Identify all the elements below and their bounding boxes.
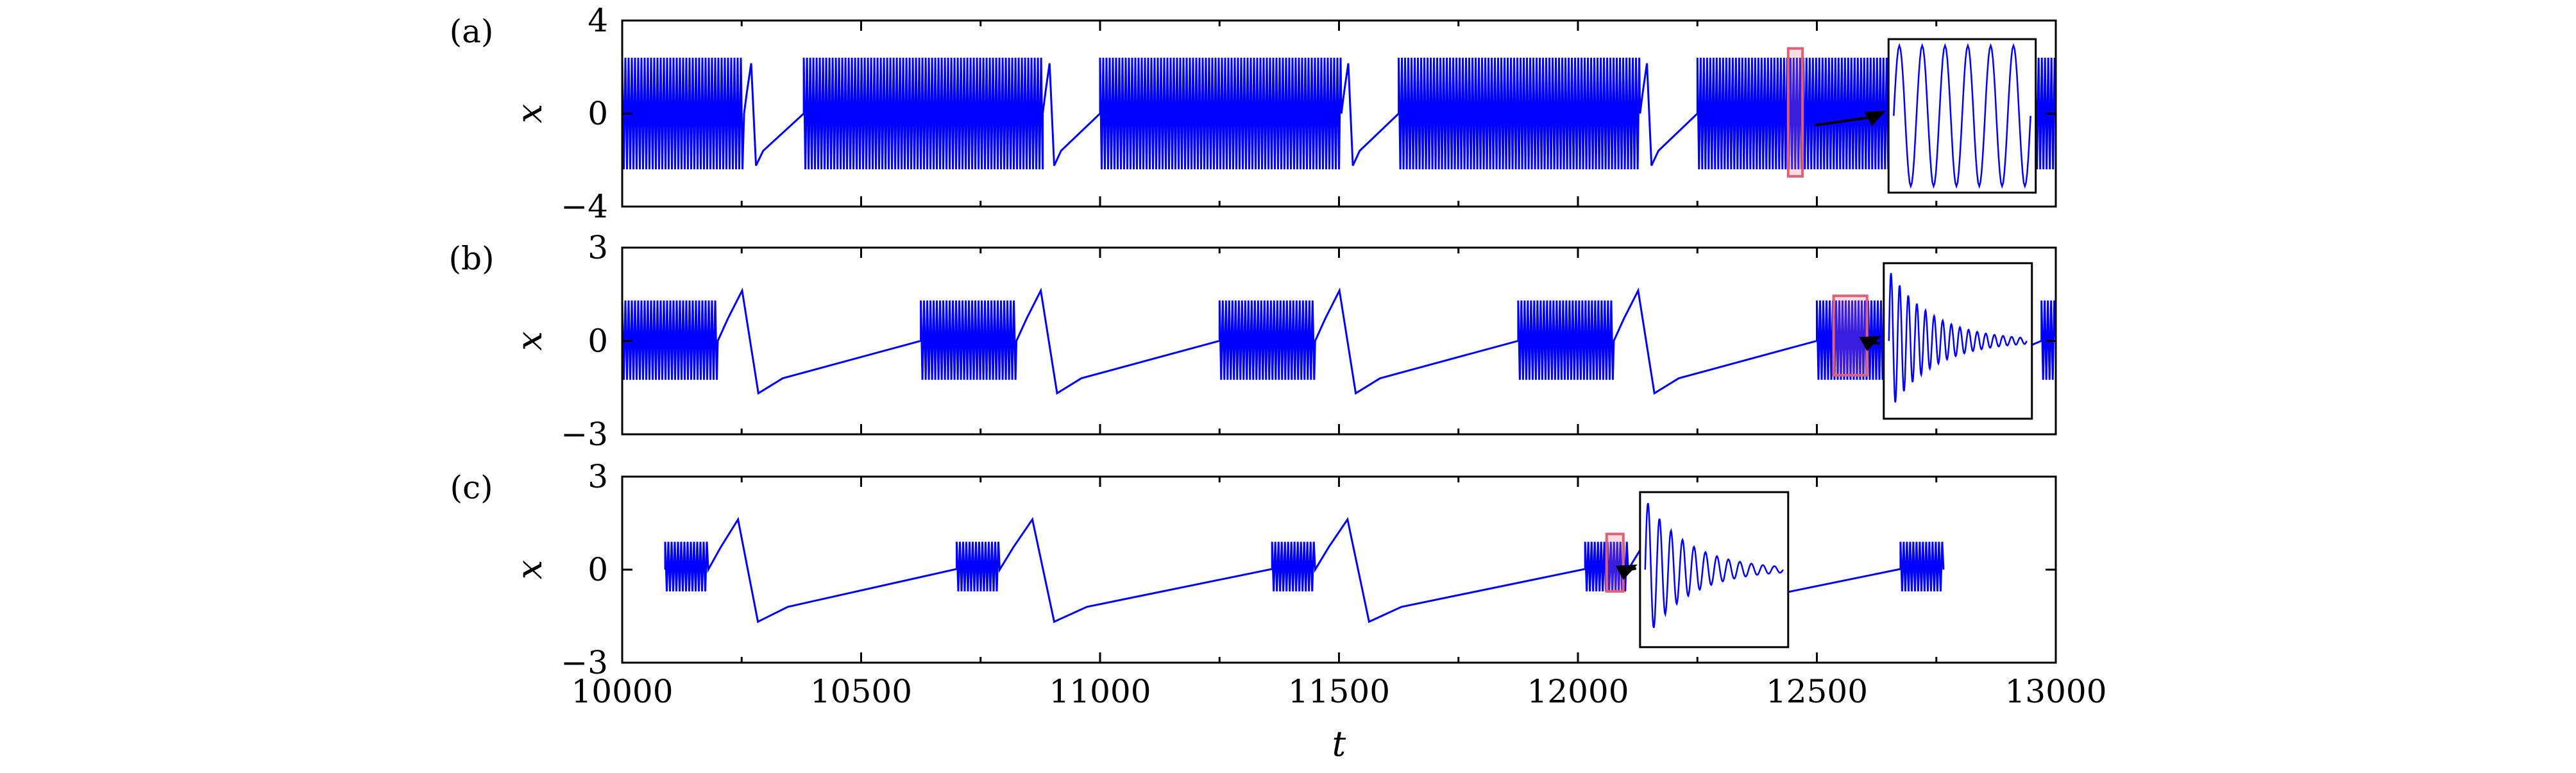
- x-tick-label-c-10500: 10500: [810, 673, 912, 710]
- inset-series-line-a: [1893, 42, 2031, 189]
- inset-series-line-c: [1644, 503, 1784, 629]
- x-tick-label-c-13000: 13000: [2004, 673, 2106, 710]
- y-tick-label-a-2: −4: [561, 188, 608, 225]
- arrow-head-c: [1615, 565, 1638, 580]
- series-line-c: [664, 516, 1945, 624]
- panel-label-c: (c): [450, 469, 493, 506]
- y-tick-label-c-2: −3: [561, 644, 608, 681]
- x-tick-label-c-11500: 11500: [1288, 673, 1390, 710]
- panel-label-a: (a): [450, 13, 494, 50]
- panel-b: 3 0 −3 x (b): [448, 229, 2057, 453]
- x-tick-label-c-12000: 12000: [1527, 673, 1629, 710]
- y-axis-label-c: x: [509, 560, 550, 579]
- arrow-head-b: [1859, 336, 1881, 352]
- x-tick-label-c-12500: 12500: [1766, 673, 1868, 710]
- x-tick-label-c-10000: 10000: [571, 673, 673, 710]
- y-tick-label-a-0: 4: [588, 2, 608, 39]
- axes-frame-c: [621, 475, 2057, 664]
- series-line-a: [622, 57, 2056, 170]
- panel-label-b: (b): [448, 240, 494, 277]
- arrow-line-a: [1815, 115, 1872, 127]
- highlight-box-c: [1605, 532, 1625, 593]
- y-tick-label-c-0: 3: [588, 458, 608, 495]
- y-tick-label-b-1: 0: [588, 323, 608, 360]
- inset-series-line-b: [1888, 273, 2028, 403]
- x-axis-label-c: t: [1332, 724, 1346, 764]
- x-tick-label-c-11000: 11000: [1049, 673, 1151, 710]
- y-axis-label-a: x: [509, 104, 550, 123]
- series-line-b: [622, 287, 2056, 396]
- panel-c: 10000 10500 11000 11500 12000 12500 13000 3 0 −3 x…: [450, 458, 2106, 764]
- y-tick-label-b-0: 3: [588, 229, 608, 266]
- arrow-head-a: [1864, 110, 1886, 126]
- highlight-box-a: [1786, 47, 1804, 178]
- panel-a: 4 0 −4 x (a): [450, 2, 2057, 225]
- y-tick-label-b-2: −3: [561, 416, 608, 453]
- y-tick-label-c-1: 0: [588, 551, 608, 588]
- y-tick-label-a-1: 0: [588, 95, 608, 132]
- highlight-box-b: [1832, 294, 1868, 377]
- y-axis-label-b: x: [509, 331, 550, 350]
